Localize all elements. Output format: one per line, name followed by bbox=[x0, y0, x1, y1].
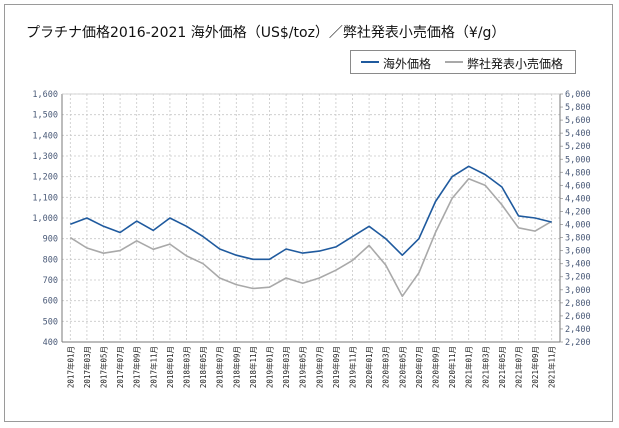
x-tick-label: 2019年01月 bbox=[265, 346, 275, 388]
x-tick-label: 2019年09月 bbox=[331, 346, 341, 388]
y-right-tick-label: 5,000 bbox=[565, 155, 591, 165]
y-right-tick-label: 3,800 bbox=[565, 234, 591, 244]
y-right-tick-label: 2,400 bbox=[565, 325, 591, 335]
x-tick-label: 2019年05月 bbox=[298, 346, 308, 388]
y-right-tick-label: 4,000 bbox=[565, 221, 591, 231]
x-tick-label: 2017年07月 bbox=[115, 346, 125, 388]
x-tick-label: 2020年07月 bbox=[414, 346, 424, 388]
y-left-tick-label: 900 bbox=[43, 235, 58, 245]
y-right-tick-label: 4,200 bbox=[565, 207, 591, 217]
y-left-tick-label: 800 bbox=[43, 255, 58, 265]
x-tick-label: 2018年11月 bbox=[248, 346, 258, 388]
x-tick-label: 2020年01月 bbox=[364, 346, 374, 388]
y-right-tick-label: 5,400 bbox=[565, 129, 591, 139]
x-tick-label: 2017年05月 bbox=[99, 346, 109, 388]
legend-swatch-retail bbox=[445, 61, 463, 63]
y-right-tick-label: 4,800 bbox=[565, 168, 591, 178]
y-left-tick-label: 1,000 bbox=[32, 214, 58, 224]
x-tick-label: 2020年05月 bbox=[397, 346, 407, 388]
x-tick-label: 2021年09月 bbox=[530, 346, 540, 388]
y-left-tick-label: 1,100 bbox=[32, 193, 58, 203]
x-tick-label: 2018年07月 bbox=[215, 346, 225, 388]
y-right-tick-label: 4,400 bbox=[565, 194, 591, 204]
legend-swatch-overseas bbox=[361, 61, 379, 63]
x-tick-label: 2020年03月 bbox=[381, 346, 391, 388]
y-right-tick-label: 2,600 bbox=[565, 312, 591, 322]
x-tick-label: 2021年11月 bbox=[547, 346, 557, 388]
x-tick-label: 2021年07月 bbox=[514, 346, 524, 388]
y-left-tick-label: 1,400 bbox=[32, 131, 58, 141]
x-tick-label: 2017年11月 bbox=[148, 346, 158, 388]
y-right-tick-label: 6,000 bbox=[565, 90, 591, 100]
y-left-tick-label: 1,500 bbox=[32, 111, 58, 121]
x-tick-label: 2018年01月 bbox=[165, 346, 175, 388]
y-left-tick-label: 500 bbox=[43, 317, 58, 327]
series-line-overseas bbox=[70, 165, 552, 261]
y-left-tick-label: 600 bbox=[43, 297, 58, 307]
y-right-tick-label: 3,600 bbox=[565, 247, 591, 257]
y-right-tick-label: 5,600 bbox=[565, 116, 591, 126]
x-tick-label: 2018年09月 bbox=[231, 346, 241, 388]
y-left-tick-label: 1,600 bbox=[32, 90, 58, 100]
y-right-tick-label: 5,200 bbox=[565, 142, 591, 152]
x-tick-label: 2017年03月 bbox=[82, 346, 92, 388]
y-right-tick-label: 2,800 bbox=[565, 299, 591, 309]
legend: 海外価格 弊社発表小売価格 bbox=[350, 50, 576, 74]
legend-label-overseas: 海外価格 bbox=[383, 57, 432, 71]
y-left-tick-label: 1,300 bbox=[32, 152, 58, 162]
x-tick-label: 2017年09月 bbox=[132, 346, 142, 388]
y-right-tick-label: 3,000 bbox=[565, 286, 591, 296]
x-tick-label: 2021年05月 bbox=[497, 346, 507, 388]
x-tick-label: 2020年09月 bbox=[431, 346, 441, 388]
y-right-tick-label: 5,800 bbox=[565, 103, 591, 113]
y-right-tick-label: 2,200 bbox=[565, 338, 591, 348]
x-tick-label: 2018年03月 bbox=[182, 346, 192, 388]
x-tick-label: 2019年11月 bbox=[348, 346, 358, 388]
y-right-tick-label: 3,400 bbox=[565, 260, 591, 270]
x-tick-label: 2017年01月 bbox=[65, 346, 75, 388]
x-tick-label: 2019年03月 bbox=[281, 346, 291, 388]
x-tick-label: 2019年07月 bbox=[314, 346, 324, 388]
y-left-tick-label: 1,200 bbox=[32, 173, 58, 183]
y-right-tick-label: 3,200 bbox=[565, 273, 591, 283]
y-left-tick-label: 700 bbox=[43, 276, 58, 286]
x-tick-label: 2020年11月 bbox=[447, 346, 457, 388]
chart-title: プラチナ価格2016-2021 海外価格（US$/toz）／弊社発表小売価格（¥… bbox=[26, 25, 506, 41]
x-tick-label: 2021年03月 bbox=[480, 346, 490, 388]
y-left-tick-label: 400 bbox=[43, 338, 58, 348]
legend-label-retail: 弊社発表小売価格 bbox=[467, 57, 564, 71]
series-line-retail bbox=[69, 178, 553, 298]
x-tick-label: 2021年01月 bbox=[464, 346, 474, 388]
x-tick-label: 2018年05月 bbox=[198, 346, 208, 388]
y-right-tick-label: 4,600 bbox=[565, 181, 591, 191]
